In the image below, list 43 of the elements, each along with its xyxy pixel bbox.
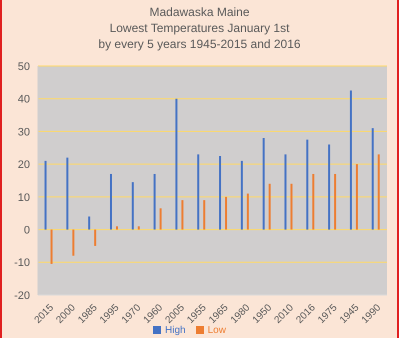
- bar: [132, 182, 134, 230]
- y-tick-label: -10: [14, 257, 30, 270]
- bar: [240, 160, 243, 230]
- bar: [350, 90, 352, 230]
- bar: [219, 156, 222, 230]
- bar: [262, 138, 265, 230]
- bar: [268, 184, 271, 230]
- bar: [175, 98, 178, 230]
- legend-label: Low: [208, 325, 226, 336]
- bar: [197, 154, 200, 230]
- bar: [110, 174, 112, 230]
- bar: [334, 174, 336, 230]
- bar: [306, 140, 308, 230]
- bar: [50, 230, 53, 264]
- y-tick-label: -20: [14, 290, 30, 302]
- bar: [44, 160, 47, 230]
- bar: [72, 230, 74, 256]
- bar: [246, 194, 249, 230]
- y-tick-label: 20: [18, 159, 30, 172]
- bar: [181, 200, 184, 230]
- chart-title: Madawaska Maine Lowest Temperatures January 1st by every 5 years 1945-2015 and 2016: [97, 4, 302, 52]
- y-tick-label: 40: [18, 94, 30, 106]
- bar: [328, 144, 330, 230]
- bar: [312, 174, 314, 230]
- bar: [356, 164, 358, 230]
- bar: [284, 154, 286, 230]
- bar: [290, 184, 292, 230]
- y-tick-label: 30: [18, 126, 30, 138]
- bar: [154, 174, 156, 230]
- bar: [225, 196, 228, 230]
- bar: [372, 128, 374, 230]
- bar: [116, 226, 118, 230]
- bar: [203, 200, 206, 230]
- bar: [378, 154, 380, 230]
- bar: [138, 226, 140, 230]
- bar: [88, 216, 90, 230]
- y-tick-label: 10: [18, 192, 30, 204]
- y-tick-label: 0: [24, 224, 30, 236]
- y-tick-label: 50: [18, 60, 30, 73]
- bar: [94, 230, 96, 246]
- bar: [160, 208, 162, 230]
- legend-label: High: [165, 325, 186, 336]
- bar: [66, 158, 68, 230]
